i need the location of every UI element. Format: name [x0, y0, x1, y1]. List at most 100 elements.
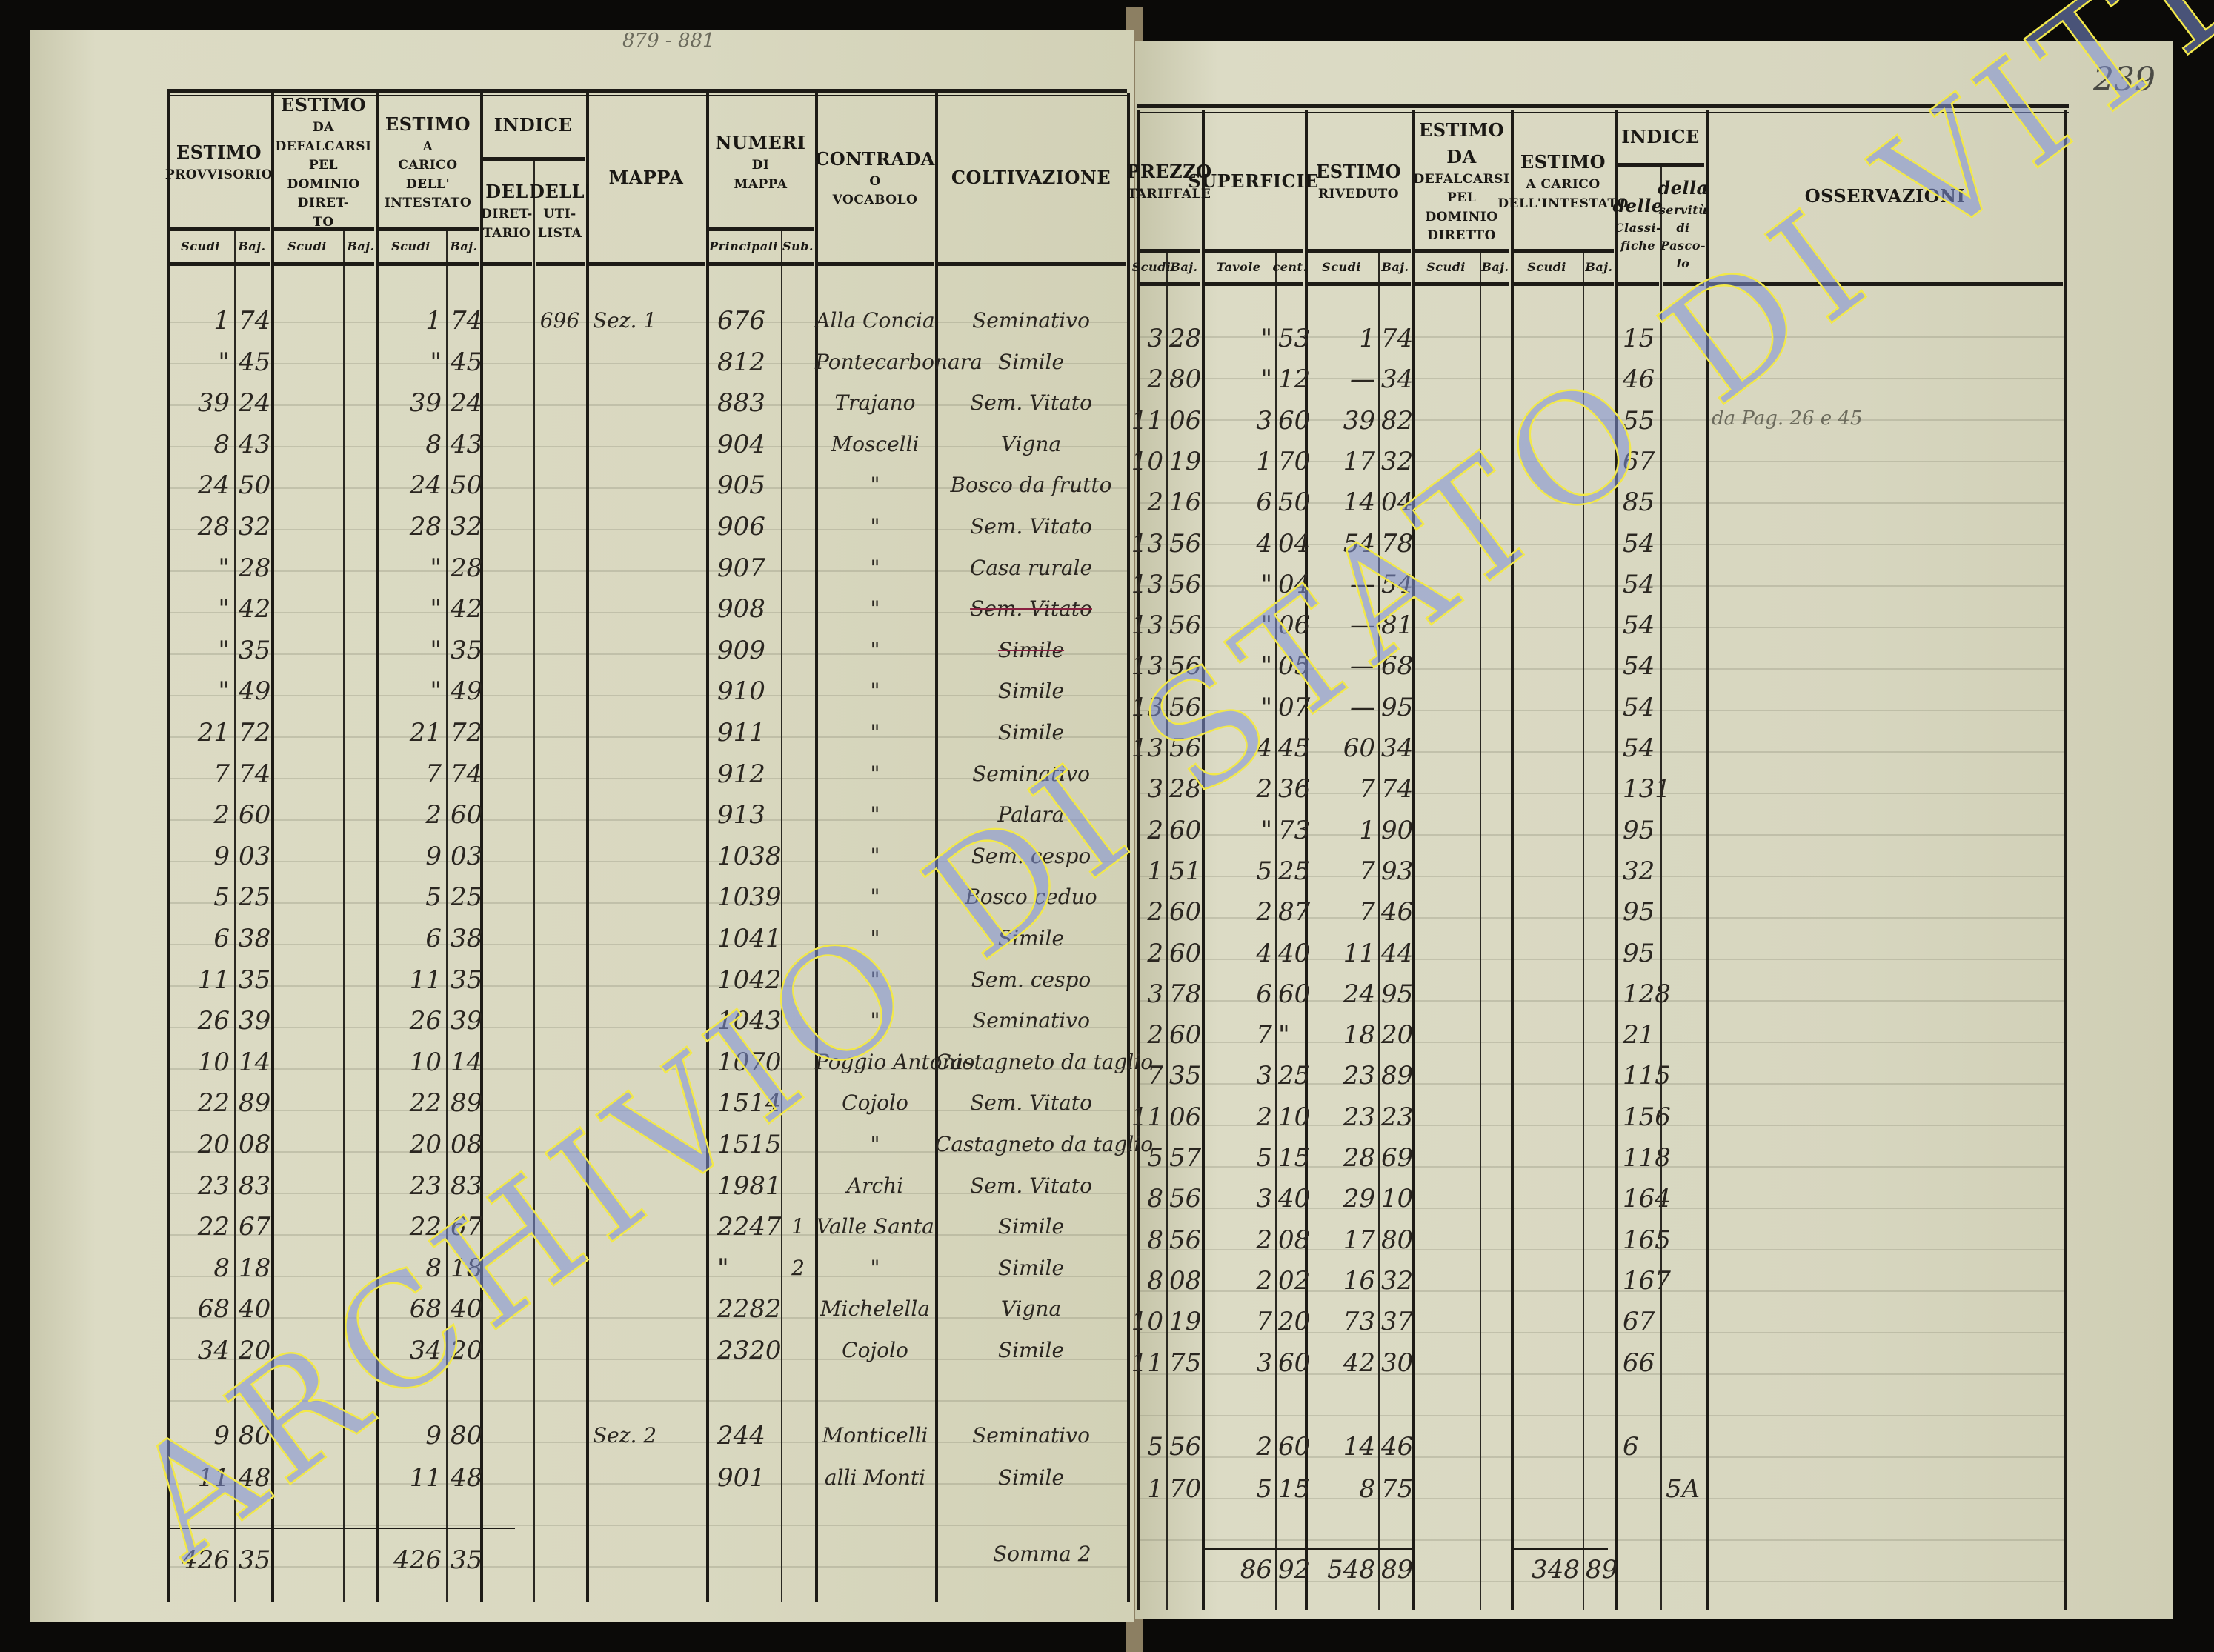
row-rule	[1618, 163, 1704, 167]
column-rule	[781, 230, 782, 1602]
header-indice-utilista: DELL' UTI- LISTA	[529, 159, 590, 262]
prezzo-scudi: 8	[1147, 1265, 1163, 1296]
prezzo-scudi: 3	[1147, 324, 1163, 353]
carico-baj: 72	[451, 718, 483, 747]
riveduto-scudi: —	[1350, 651, 1375, 682]
column-rule	[586, 93, 589, 1602]
superficie-tavole: "	[1260, 324, 1272, 353]
carico-baj: 32	[451, 512, 483, 542]
carico-baj: 80	[451, 1421, 483, 1451]
estimo-baj: 28	[239, 553, 271, 583]
riveduto-baj: 34	[1381, 364, 1414, 395]
carico-baj: 74	[451, 306, 483, 336]
header-coltivazione: COLTIVAZIONE	[951, 167, 1111, 188]
riveduto-baj: 78	[1381, 528, 1414, 559]
total-riveduto-baj: 89	[1381, 1555, 1414, 1585]
map-number: "	[717, 1253, 729, 1283]
superficie-tavole: 2	[1256, 1265, 1272, 1296]
map-number: 883	[717, 388, 765, 419]
header-line: DELL'	[405, 176, 451, 192]
estimo-scudi: 1	[213, 306, 230, 336]
riveduto-baj: 04	[1381, 487, 1414, 518]
estimo-scudi: 10	[197, 1047, 230, 1077]
row-rule	[1415, 282, 1509, 286]
header-line: DIRETTO	[1427, 228, 1496, 243]
prezzo-baj: 56	[1169, 569, 1202, 599]
header-line: CARICO	[398, 158, 458, 173]
contrada: "	[870, 1255, 880, 1280]
coltivazione: Bosco da frutto	[950, 473, 1112, 498]
map-number: 1981	[717, 1170, 782, 1201]
superficie-cent: 60	[1278, 405, 1311, 436]
header-classifiche: delle Classi-fiche	[1612, 165, 1663, 282]
coltivazione: Sem. Vitato	[970, 514, 1092, 539]
header-numeri-mappa: NUMERI DI MAPPA	[706, 93, 815, 230]
map-number: 2247	[717, 1212, 782, 1242]
estimo-scudi: 34	[197, 1336, 230, 1365]
indice-utilista: 696	[539, 308, 580, 333]
prezzo-baj: 60	[1169, 1020, 1202, 1050]
coltivazione: Simile	[997, 349, 1065, 374]
header-line: DOMINIO	[1425, 209, 1498, 224]
carico-baj: 24	[451, 388, 483, 419]
subheader-sub: Sub.	[782, 239, 814, 253]
estimo-baj: 48	[239, 1463, 271, 1493]
contrada: Cojolo	[842, 1090, 908, 1116]
subheader-baj: Baj.	[347, 239, 375, 253]
riveduto-baj: 69	[1381, 1143, 1414, 1173]
indice-classifica: 54	[1623, 528, 1655, 559]
estimo-baj: 18	[239, 1253, 271, 1283]
column-rule	[1511, 110, 1514, 1610]
map-number: 1514	[717, 1088, 782, 1119]
map-number: 906	[717, 512, 765, 542]
coltivazione: Simile	[997, 926, 1065, 950]
total-carico-baj: 35	[451, 1545, 483, 1575]
map-sub: 2	[791, 1255, 805, 1280]
row-rule	[483, 262, 532, 266]
estimo-baj: 60	[239, 800, 271, 830]
carico-scudi: 8	[425, 429, 442, 459]
subheader-baj: Baj.	[238, 239, 266, 253]
indice-classifica: 54	[1623, 569, 1655, 599]
riveduto-scudi: 23	[1343, 1061, 1375, 1091]
carico-baj: 38	[451, 924, 483, 953]
row-rule	[167, 95, 1127, 96]
header-line: A CARICO	[1526, 177, 1600, 192]
carico-scudi: 5	[425, 882, 442, 913]
estimo-baj: 74	[239, 759, 271, 789]
riveduto-scudi: 28	[1343, 1143, 1375, 1173]
estimo-baj: 35	[239, 965, 271, 995]
carico-scudi: 9	[425, 841, 442, 871]
riveduto-scudi: 42	[1343, 1348, 1375, 1378]
map-number: 1515	[717, 1130, 782, 1159]
prezzo-scudi: 2	[1147, 487, 1163, 518]
superficie-tavole: 5	[1256, 856, 1272, 886]
indice-classifica: 156	[1623, 1102, 1671, 1132]
superficie-tavole: 7	[1256, 1307, 1272, 1337]
header-line: PREZZO	[1126, 160, 1212, 182]
estimo-scudi: 2	[213, 800, 230, 830]
superficie-tavole: 3	[1256, 1348, 1272, 1378]
estimo-scudi: "	[218, 594, 230, 625]
header-line: Pasco-	[1660, 239, 1706, 253]
prezzo-baj: 56	[1169, 651, 1202, 682]
carico-scudi: 21	[409, 718, 442, 747]
riveduto-baj: 93	[1381, 856, 1414, 886]
prezzo-scudi: 2	[1147, 938, 1163, 968]
indice-classifica: 21	[1623, 1020, 1655, 1050]
riveduto-baj: 95	[1381, 692, 1414, 722]
row-rule	[170, 262, 270, 266]
riveduto-baj: 32	[1381, 1265, 1414, 1296]
map-number: 1042	[717, 965, 782, 995]
row-rule	[167, 89, 1127, 93]
superficie-cent: 15	[1278, 1143, 1311, 1173]
row-rule	[1137, 112, 2069, 113]
header-line: della	[1658, 177, 1709, 199]
estimo-scudi: 39	[197, 388, 230, 419]
header-line: PEL	[1446, 190, 1477, 205]
contrada: Moscelli	[831, 431, 920, 456]
estimo-baj: 20	[239, 1336, 271, 1365]
riveduto-scudi: 14	[1343, 1432, 1375, 1462]
carico-baj: 35	[451, 635, 483, 665]
superficie-tavole: 4	[1256, 733, 1272, 763]
